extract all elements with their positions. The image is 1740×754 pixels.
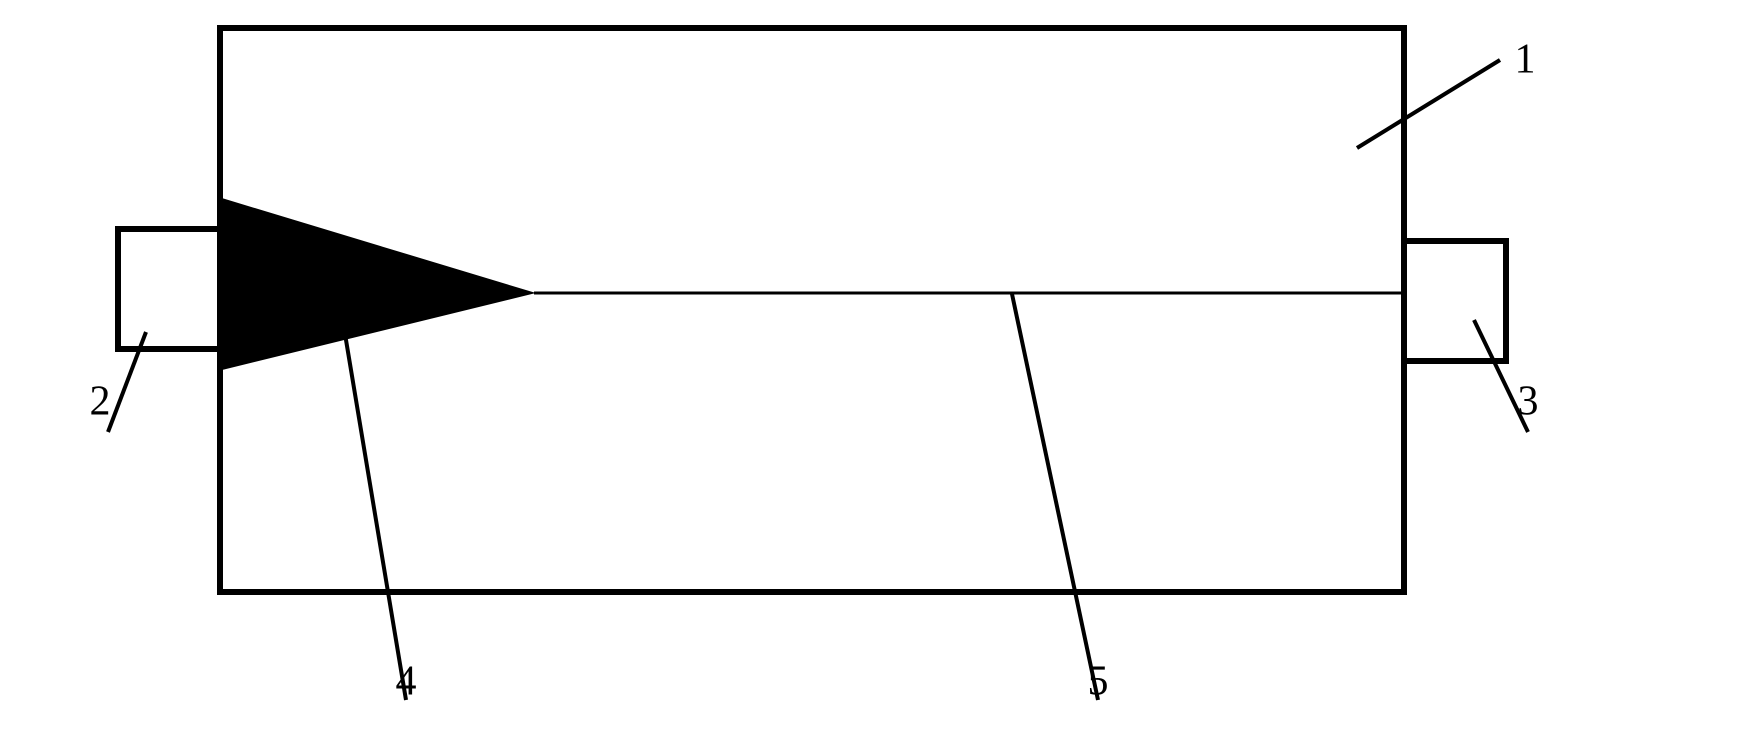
label-3: 3 [1518, 379, 1539, 425]
label-2: 2 [90, 379, 111, 425]
label-1: 1 [1515, 37, 1536, 83]
label-5: 5 [1088, 659, 1109, 705]
label-4: 4 [396, 659, 417, 705]
